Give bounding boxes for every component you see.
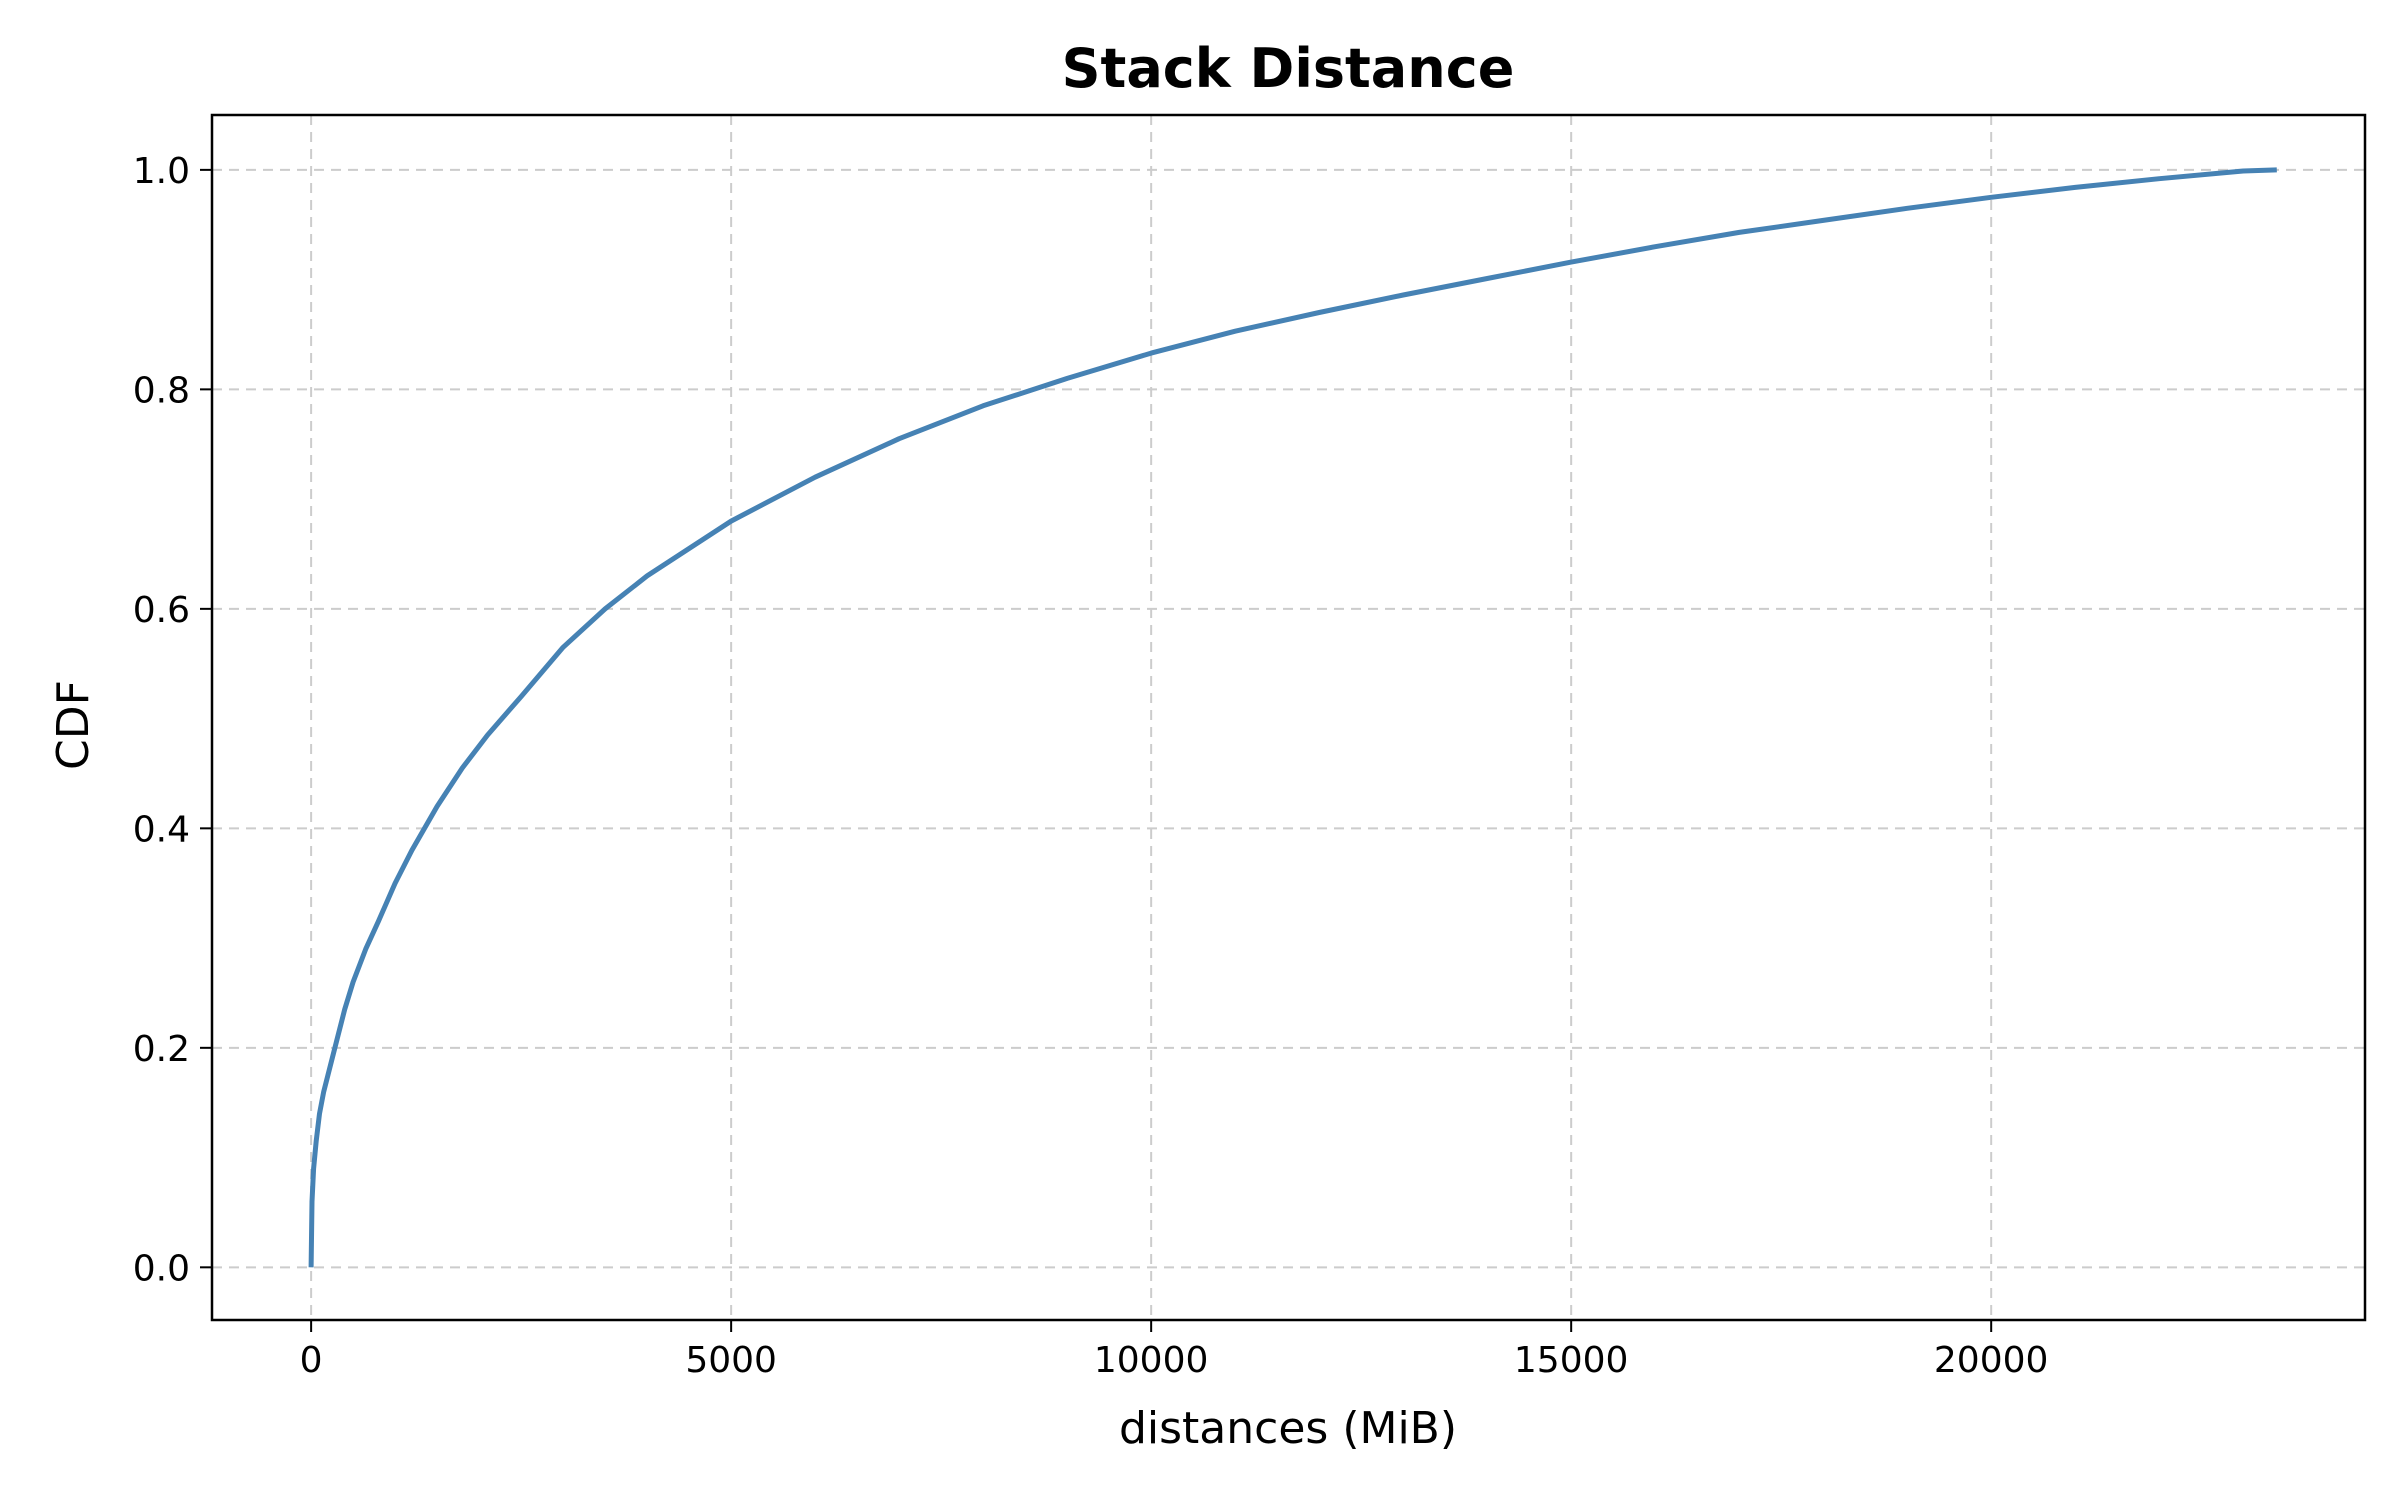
y-tick-label: 0.4 — [133, 809, 190, 850]
y-tick-label: 0.6 — [133, 590, 190, 631]
data-series — [308, 167, 2277, 1268]
y-tick-label: 0.0 — [133, 1248, 190, 1289]
x-tick-label: 20000 — [1934, 1340, 2049, 1381]
x-axis-label: distances (MiB) — [1119, 1403, 1457, 1454]
y-tick-label: 0.8 — [133, 370, 190, 411]
x-tick-label: 15000 — [1514, 1340, 1629, 1381]
cdf-line — [308, 167, 2277, 1268]
grid — [212, 115, 2365, 1320]
x-tick-label: 0 — [300, 1340, 323, 1381]
x-tick-label: 10000 — [1094, 1340, 1209, 1381]
chart-title: Stack Distance — [1062, 37, 1515, 100]
x-tick-label: 5000 — [685, 1340, 777, 1381]
y-tick-label: 0.2 — [133, 1029, 190, 1070]
x-axis-ticks: 0 5000 10000 15000 20000 — [300, 1320, 2049, 1381]
y-axis-label: CDF — [48, 680, 99, 770]
y-tick-label: 1.0 — [133, 151, 190, 192]
plot-frame — [210, 113, 2367, 1322]
y-axis-ticks: 0.0 0.2 0.4 0.6 0.8 1.0 — [133, 151, 212, 1289]
